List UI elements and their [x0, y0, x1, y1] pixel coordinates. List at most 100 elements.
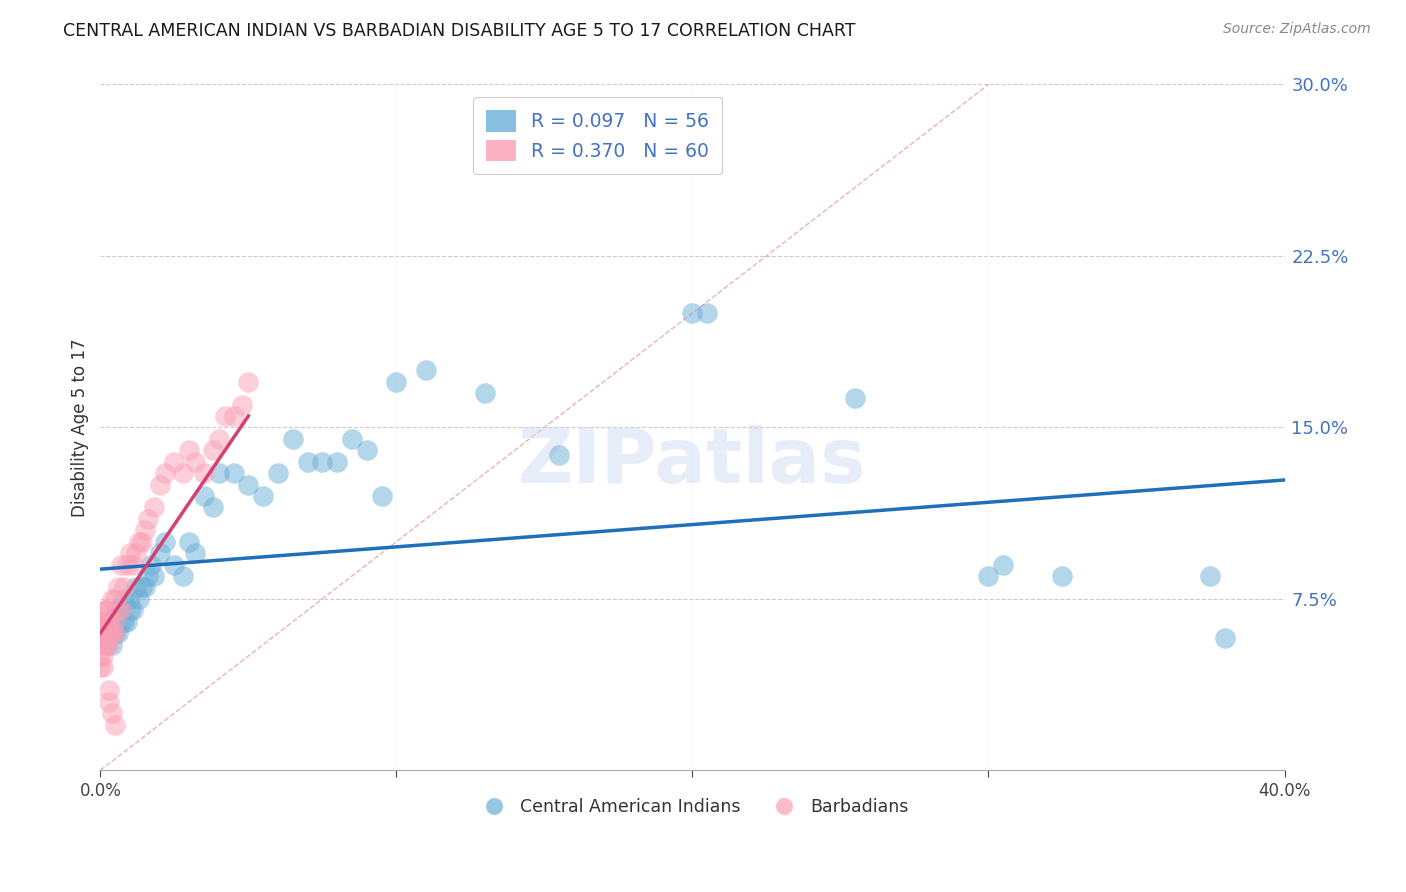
Point: [148, 546, 170, 560]
Text: Source: ZipAtlas.com: Source: ZipAtlas.com: [1223, 22, 1371, 37]
Point: [89, 648, 111, 663]
Point: [1052, 569, 1074, 583]
Point: [122, 603, 145, 617]
Point: [370, 489, 392, 503]
Point: [118, 546, 141, 560]
Point: [115, 615, 138, 629]
Point: [201, 443, 224, 458]
Point: [104, 603, 127, 617]
Point: [112, 591, 135, 606]
Point: [977, 569, 1000, 583]
Point: [474, 386, 496, 401]
Point: [208, 466, 231, 480]
Point: [125, 546, 148, 560]
Point: [136, 512, 159, 526]
Point: [172, 569, 194, 583]
Point: [252, 489, 274, 503]
Legend: Central American Indians, Barbadians: Central American Indians, Barbadians: [470, 791, 915, 823]
Point: [107, 603, 129, 617]
Point: [115, 558, 138, 572]
Point: [89, 660, 111, 674]
Point: [91, 615, 114, 629]
Point: [98, 695, 121, 709]
Point: [1213, 631, 1236, 645]
Point: [222, 409, 245, 423]
Point: [96, 638, 118, 652]
Point: [90, 626, 112, 640]
Point: [101, 626, 124, 640]
Point: [96, 638, 118, 652]
Point: [696, 306, 718, 320]
Point: [356, 443, 378, 458]
Point: [104, 626, 127, 640]
Point: [94, 626, 117, 640]
Point: [112, 581, 135, 595]
Point: [94, 603, 117, 617]
Point: [208, 432, 231, 446]
Point: [122, 558, 145, 572]
Point: [96, 603, 118, 617]
Point: [101, 615, 124, 629]
Point: [90, 615, 112, 629]
Point: [91, 626, 114, 640]
Point: [193, 466, 215, 480]
Point: [96, 615, 118, 629]
Point: [97, 638, 120, 652]
Point: [110, 603, 132, 617]
Point: [93, 626, 115, 640]
Point: [993, 558, 1015, 572]
Point: [131, 581, 153, 595]
Point: [163, 558, 186, 572]
Point: [98, 626, 121, 640]
Point: [101, 706, 124, 721]
Point: [267, 466, 290, 480]
Point: [172, 466, 194, 480]
Point: [93, 615, 115, 629]
Point: [142, 500, 165, 515]
Point: [148, 477, 170, 491]
Point: [184, 455, 207, 469]
Point: [118, 603, 141, 617]
Point: [131, 534, 153, 549]
Point: [136, 569, 159, 583]
Point: [238, 477, 260, 491]
Point: [110, 615, 132, 629]
Point: [104, 591, 127, 606]
Point: [340, 432, 363, 446]
Point: [128, 591, 150, 606]
Point: [125, 581, 148, 595]
Point: [297, 455, 319, 469]
Point: [112, 615, 135, 629]
Point: [100, 626, 122, 640]
Point: [94, 638, 117, 652]
Point: [91, 648, 114, 663]
Point: [193, 489, 215, 503]
Point: [107, 603, 129, 617]
Point: [134, 581, 156, 595]
Point: [184, 546, 207, 560]
Point: [214, 409, 236, 423]
Point: [110, 603, 132, 617]
Point: [134, 523, 156, 537]
Point: [179, 534, 201, 549]
Point: [104, 626, 127, 640]
Point: [98, 615, 121, 629]
Point: [155, 466, 177, 480]
Point: [311, 455, 333, 469]
Point: [163, 455, 186, 469]
Point: [139, 558, 162, 572]
Point: [415, 363, 437, 377]
Point: [1199, 569, 1222, 583]
Point: [201, 500, 224, 515]
Point: [681, 306, 703, 320]
Y-axis label: Disability Age 5 to 17: Disability Age 5 to 17: [72, 338, 89, 516]
Point: [548, 448, 571, 462]
Point: [91, 660, 114, 674]
Point: [97, 615, 120, 629]
Point: [98, 626, 121, 640]
Point: [98, 683, 121, 698]
Point: [101, 638, 124, 652]
Point: [118, 591, 141, 606]
Point: [110, 558, 132, 572]
Point: [844, 391, 866, 405]
